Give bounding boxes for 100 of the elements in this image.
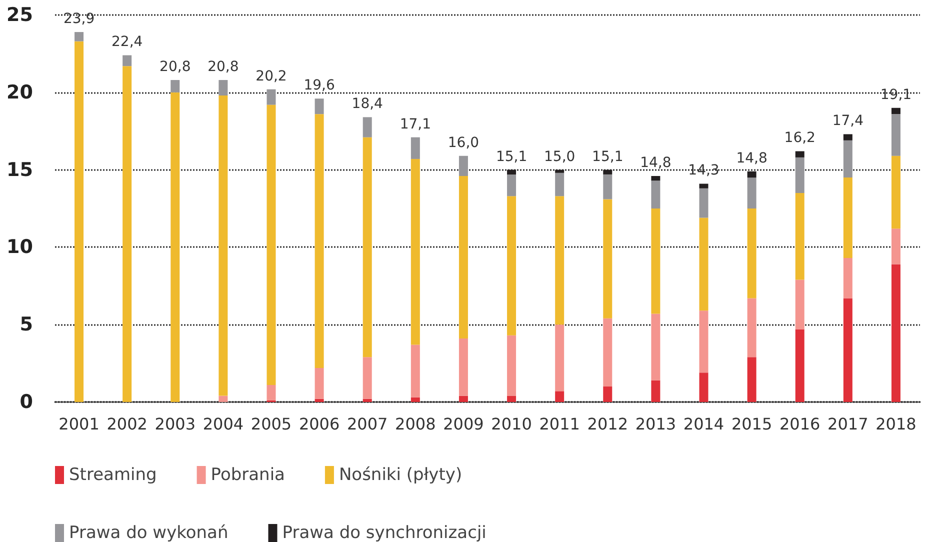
legend-label: Nośniki (płyty): [338, 465, 462, 485]
total-label: 19,1: [880, 86, 912, 103]
y-tick-label: 25: [6, 4, 33, 26]
bar: [266, 384, 276, 400]
bar: [555, 170, 564, 173]
bar: [747, 357, 756, 402]
bar: [891, 228, 900, 264]
bar: [507, 174, 516, 196]
x-tick-label: 2016: [780, 414, 820, 434]
bar: [458, 396, 468, 402]
bar: [362, 137, 372, 358]
bar: [795, 151, 804, 158]
total-label: 17,4: [832, 113, 864, 130]
bar: [747, 178, 756, 208]
bar: [795, 193, 804, 280]
x-tick-label: 2012: [587, 414, 628, 434]
total-label: 15,1: [592, 148, 624, 165]
bar: [603, 174, 612, 200]
bar: [122, 66, 132, 402]
bar: [555, 196, 564, 325]
x-tick-label: 2018: [876, 414, 916, 434]
bar: [795, 157, 804, 194]
bar: [891, 108, 900, 114]
x-tick-label: 2006: [298, 414, 340, 434]
bar: [362, 357, 372, 399]
bar: [603, 318, 612, 387]
total-label: 16,0: [448, 134, 480, 151]
total-label: 15,0: [544, 148, 576, 165]
bar: [843, 258, 852, 298]
x-tick-label: 2004: [202, 414, 244, 434]
y-tick-label: 10: [6, 236, 33, 258]
bar: [891, 156, 900, 229]
bar: [507, 396, 516, 402]
bar: [891, 264, 900, 402]
total-label: 14,8: [640, 154, 672, 171]
total-label: 14,8: [736, 150, 768, 166]
total-label: 22,4: [111, 34, 143, 50]
bar: [747, 208, 756, 298]
bar: [603, 386, 612, 402]
y-tick-label: 20: [6, 81, 33, 104]
total-label: 14,3: [688, 162, 720, 179]
total-label: 15,1: [496, 148, 528, 165]
bar: [314, 398, 324, 402]
x-tick-label: 2002: [106, 414, 148, 434]
x-tick-label: 2005: [250, 414, 292, 434]
bar: [218, 95, 228, 396]
bar: [314, 98, 324, 114]
bar: [266, 104, 276, 385]
bar: [507, 335, 516, 396]
bar: [314, 368, 324, 399]
bar: [507, 196, 516, 336]
bar: [362, 398, 372, 402]
legend-label: Streaming: [69, 465, 157, 485]
y-tick-label: 15: [6, 158, 33, 181]
bar: [651, 176, 660, 181]
bar: [795, 280, 804, 330]
bar: [218, 396, 228, 402]
bar: [795, 329, 804, 402]
bar: [218, 80, 228, 96]
x-tick-label: 2013: [635, 414, 676, 434]
bar: [699, 218, 708, 311]
bar: [747, 298, 756, 358]
x-tick-label: 2011: [539, 414, 580, 434]
legend-label: Prawa do wykonań: [69, 523, 228, 542]
bar: [74, 32, 84, 42]
total-label: 23,9: [63, 11, 95, 28]
bar: [843, 140, 852, 178]
bar: [651, 208, 660, 314]
total-label: 20,2: [256, 68, 287, 84]
bar: [410, 158, 420, 345]
bar: [699, 184, 708, 188]
bar: [170, 80, 180, 92]
bar: [74, 41, 84, 402]
bar: [555, 172, 564, 196]
x-tick-label: 2017: [828, 414, 868, 434]
total-label: 17,1: [400, 116, 432, 132]
bar: [410, 137, 420, 159]
total-label: 16,2: [784, 130, 816, 146]
x-tick-label: 2009: [443, 414, 484, 434]
bar: [266, 89, 276, 105]
bar: [507, 170, 516, 174]
bar: [651, 314, 660, 380]
bar: [747, 171, 756, 178]
bar: [555, 391, 564, 402]
bar: [458, 338, 468, 396]
x-tick-label: 2008: [395, 414, 436, 434]
total-label: 20,8: [208, 59, 239, 76]
x-tick-label: 2007: [347, 414, 388, 434]
bar: [699, 372, 708, 402]
x-tick-label: 2015: [731, 414, 772, 434]
bar: [170, 92, 180, 402]
x-tick-label: 2003: [154, 414, 196, 434]
bar: [699, 188, 708, 218]
bar: [603, 199, 612, 318]
bar: [843, 178, 852, 258]
legend-label: Prawa do synchronizacji: [282, 523, 486, 542]
bar: [555, 324, 564, 392]
bar: [410, 344, 420, 398]
bar: [122, 55, 132, 66]
bar: [891, 114, 900, 156]
